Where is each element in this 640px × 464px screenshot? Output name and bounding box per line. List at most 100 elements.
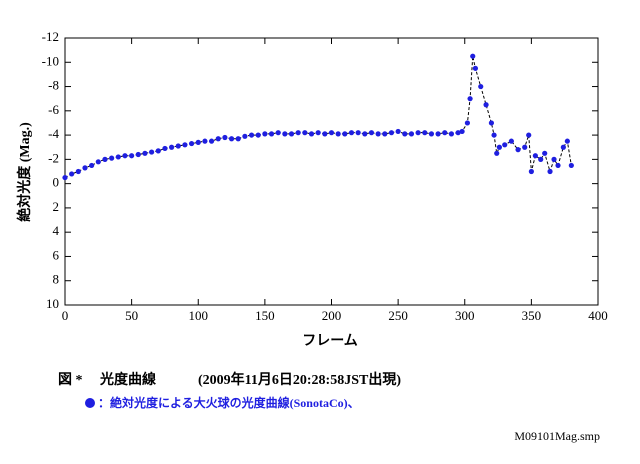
data-point (302, 130, 308, 136)
data-point (522, 144, 528, 150)
data-point (248, 132, 255, 138)
data-point (142, 150, 148, 156)
data-point (208, 138, 215, 144)
data-point (322, 131, 328, 137)
data-point (129, 153, 135, 159)
caption-title: 光度曲線 (99, 371, 156, 388)
data-point (62, 174, 68, 181)
y-tick-label: -10 (42, 53, 59, 68)
y-tick-label: 8 (53, 272, 60, 287)
data-point (428, 131, 435, 137)
data-point (502, 142, 508, 148)
caption-label: 図 * (58, 372, 83, 388)
x-axis-label: フレーム (302, 333, 358, 349)
data-point (135, 151, 141, 158)
y-tick-label: -6 (48, 102, 59, 117)
data-point (169, 144, 175, 150)
x-tick-label: 0 (62, 308, 69, 323)
data-point (538, 156, 544, 162)
data-point (470, 53, 476, 59)
data-point (382, 131, 388, 137)
y-tick-label: 6 (53, 247, 60, 262)
data-point (282, 131, 288, 137)
data-point (532, 153, 538, 159)
data-point (542, 150, 548, 156)
data-point (459, 128, 465, 135)
data-point (515, 147, 521, 153)
data-point (415, 130, 421, 136)
y-tick-label: 0 (53, 175, 60, 190)
y-tick-label: 10 (46, 296, 59, 311)
x-tick-label: 100 (189, 308, 209, 323)
y-tick-label: -8 (48, 78, 59, 93)
data-point (483, 102, 489, 108)
x-tick-label: 400 (588, 308, 608, 323)
data-point (268, 131, 275, 137)
data-point (551, 156, 557, 162)
data-point (82, 165, 88, 171)
x-tick-label: 250 (388, 308, 408, 323)
data-point (555, 162, 561, 169)
data-point (109, 155, 115, 161)
data-point (488, 120, 494, 126)
data-point (478, 83, 484, 90)
data-point (335, 131, 341, 137)
data-point (295, 130, 301, 136)
data-point (155, 148, 161, 154)
data-point (202, 138, 208, 144)
data-point (388, 130, 395, 136)
data-point (422, 130, 428, 136)
x-tick-label: 300 (455, 308, 475, 323)
data-point (115, 154, 121, 160)
data-point (342, 131, 348, 137)
caption-note: (2009年11月6日20:28:58JST出現) (198, 371, 401, 388)
data-point (262, 131, 268, 137)
data-point (442, 130, 448, 136)
data-point (75, 168, 81, 175)
y-tick-label: 2 (53, 199, 60, 214)
filename: M09101Mag.smp (514, 429, 600, 443)
data-point (408, 131, 415, 137)
x-tick-label: 50 (125, 308, 138, 323)
data-point (235, 136, 241, 142)
data-point (162, 145, 168, 152)
data-point (362, 131, 368, 137)
y-tick-label: -12 (42, 29, 59, 44)
data-point (95, 159, 101, 165)
data-point (435, 131, 441, 137)
data-point (568, 162, 574, 169)
data-point (528, 168, 534, 175)
y-tick-label: -2 (48, 150, 59, 165)
y-tick-label: 4 (53, 223, 60, 238)
data-point (149, 149, 155, 155)
data-point (508, 138, 514, 144)
y-axis-label: 絶対光度 (Mag.) (16, 122, 33, 222)
data-point (494, 150, 500, 156)
data-point (122, 153, 128, 159)
data-point (496, 144, 502, 150)
data-point (560, 144, 566, 150)
data-point (348, 130, 355, 136)
data-point (547, 168, 553, 175)
data-point (395, 128, 401, 135)
data-point (368, 130, 375, 136)
data-point (375, 131, 381, 137)
data-point (448, 131, 455, 137)
data-point (195, 139, 201, 145)
data-point (228, 136, 235, 142)
data-point (89, 162, 95, 169)
data-point (215, 136, 221, 142)
data-point (275, 130, 281, 136)
legend-marker (85, 398, 95, 408)
data-point (308, 131, 315, 137)
data-point (491, 132, 497, 138)
data-point (328, 130, 335, 136)
data-point (472, 65, 479, 71)
x-tick-label: 200 (322, 308, 342, 323)
data-point (102, 156, 108, 162)
data-point (467, 96, 473, 102)
data-point (182, 142, 188, 148)
legend-label: ：絶対光度による大火球の光度曲線(SonotaCo)、 (98, 395, 360, 410)
y-tick-label: -4 (48, 126, 59, 141)
